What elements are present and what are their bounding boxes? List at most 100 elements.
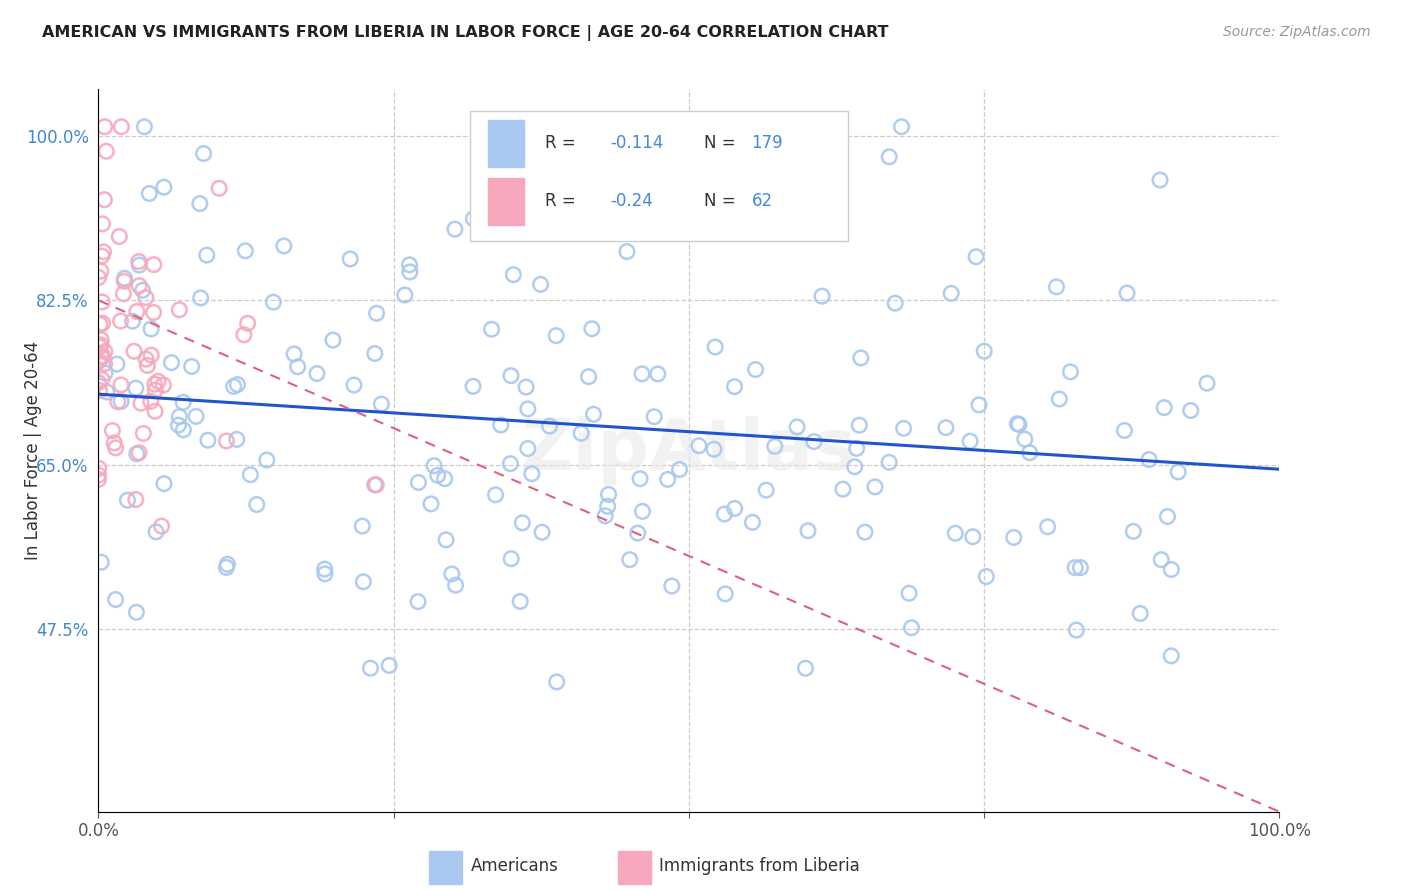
Point [484,488,506,502]
Point [643,409,665,424]
Point [305,367,328,381]
Text: ZipAtlas: ZipAtlas [522,416,856,485]
Point [741,516,763,530]
Point [225,433,247,447]
Point [935,420,957,434]
Text: 179: 179 [752,135,783,153]
Point [1114,424,1136,438]
Point [714,587,737,601]
Point [90,338,112,352]
Point [1014,432,1036,446]
Point [169,302,191,317]
Point [786,420,808,434]
Point [314,566,336,581]
Point [516,442,538,456]
Point [142,305,165,319]
Point [713,507,735,521]
Point [803,434,825,449]
Point [128,254,150,268]
FancyBboxPatch shape [471,111,848,241]
Point [849,351,872,365]
Point [434,533,457,547]
Point [499,457,522,471]
Point [287,359,309,374]
Point [408,475,430,490]
Point [233,244,256,258]
Point [93,193,115,207]
Point [110,377,132,392]
Point [423,458,446,473]
Point [197,433,219,447]
Point [114,271,136,285]
Point [128,278,150,293]
Point [962,530,984,544]
Point [723,379,745,393]
Point [363,477,385,491]
Point [91,316,114,330]
Point [578,369,600,384]
Point [128,258,150,272]
Point [898,586,921,600]
Point [420,497,443,511]
Point [794,661,817,675]
Point [515,380,537,394]
Text: Americans: Americans [471,857,558,875]
Point [256,453,278,467]
Point [108,229,131,244]
Point [877,455,900,469]
Point [150,519,173,533]
Point [481,322,503,336]
Point [352,519,374,533]
Text: R =: R = [546,192,581,211]
Point [444,578,467,592]
Point [398,258,420,272]
Point [444,222,467,236]
Point [105,357,128,371]
Point [143,377,166,392]
Point [509,594,531,608]
Point [96,145,118,159]
Point [744,362,766,376]
Point [1122,524,1144,539]
Point [941,286,963,301]
Point [512,516,534,530]
Point [87,270,110,285]
Text: In Labor Force | Age 20-64: In Labor Force | Age 20-64 [24,341,42,560]
Point [973,344,995,359]
Text: AMERICAN VS IMMIGRANTS FROM LIBERIA IN LABOR FORCE | AGE 20-64 CORRELATION CHART: AMERICAN VS IMMIGRANTS FROM LIBERIA IN L… [42,25,889,41]
Point [976,569,998,583]
Point [273,239,295,253]
Point [87,354,110,368]
Point [91,217,114,231]
Point [153,180,176,194]
Point [91,249,114,263]
Point [1047,392,1070,406]
Point [135,291,157,305]
Point [627,526,650,541]
Point [93,120,115,134]
Point [877,150,900,164]
Point [1156,509,1178,524]
Point [394,288,416,302]
Point [1129,607,1152,621]
Point [1064,560,1087,574]
Point [763,439,786,453]
Point [538,419,561,434]
Point [967,398,990,412]
Point [900,621,922,635]
Point [582,407,605,421]
Point [831,482,853,496]
Point [322,333,344,347]
Point [193,146,215,161]
Point [797,524,820,538]
Bar [488,178,523,225]
Point [1066,623,1088,637]
Text: N =: N = [704,135,741,153]
Point [703,442,725,457]
Point [91,349,114,363]
Point [723,501,745,516]
Point [217,558,239,572]
Bar [619,852,651,884]
Text: 62: 62 [752,192,773,211]
Point [160,356,183,370]
